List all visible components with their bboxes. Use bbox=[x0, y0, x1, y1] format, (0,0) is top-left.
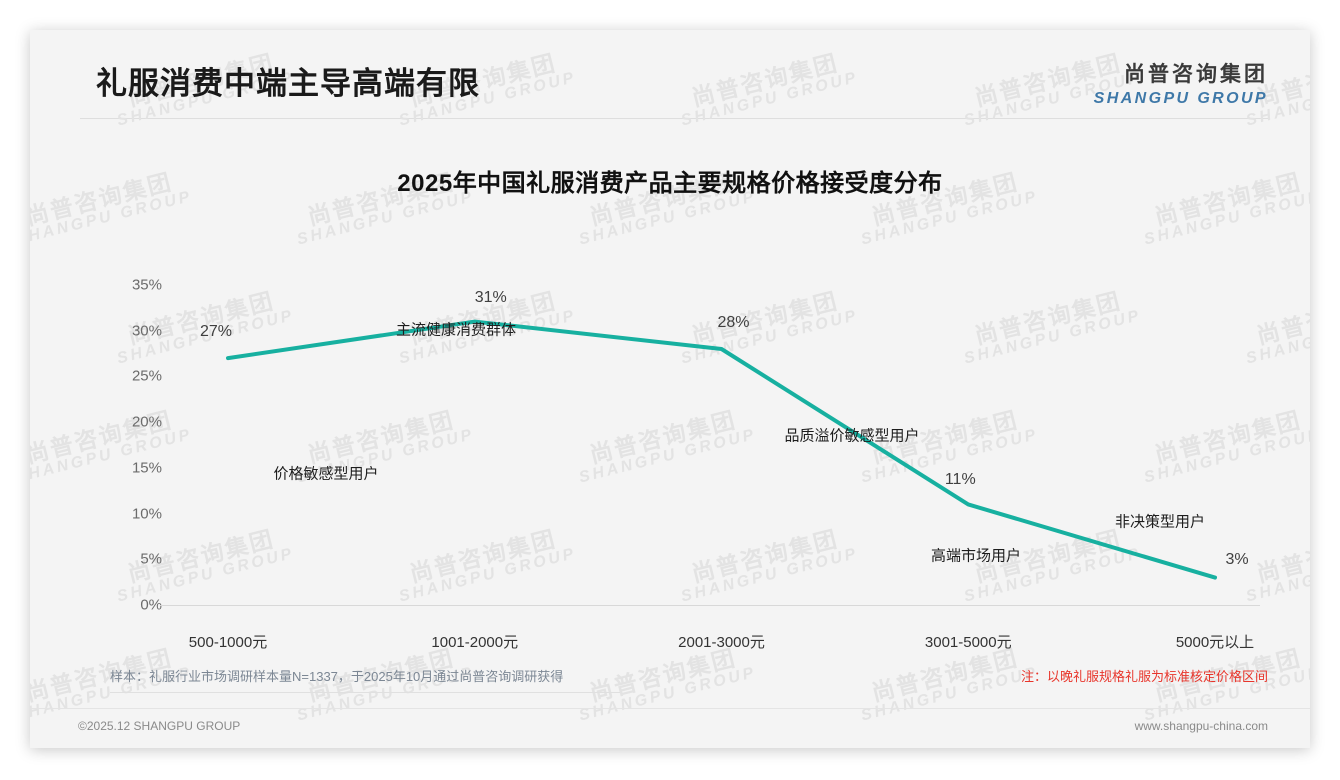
y-axis-tick: 5% bbox=[140, 550, 162, 568]
y-axis-tick: 10% bbox=[131, 505, 162, 523]
company-logo: 尚普咨询集团 SHANGPU GROUP bbox=[1094, 58, 1268, 108]
x-axis-tick: 3001-5000元 bbox=[924, 634, 1012, 651]
y-axis-tick: 30% bbox=[131, 322, 162, 340]
copyright-text: ©2025.12 SHANGPU GROUP bbox=[78, 719, 241, 733]
website-link[interactable]: www.shangpu-china.com bbox=[1134, 719, 1268, 733]
point-annotation: 品质溢价敏感型用户 bbox=[784, 427, 920, 445]
point-annotation: 高端市场用户 bbox=[930, 547, 1022, 565]
logo-english-text: SHANGPU GROUP bbox=[1093, 90, 1268, 107]
data-point-label: 3% bbox=[1225, 550, 1249, 568]
methodology-note: 注：以晚礼服规格礼服为标准核定价格区间 bbox=[1020, 669, 1268, 684]
slide-canvas: 尚普咨询集团 SHANGPU GROUP 尚普咨询集团 SHANGPU GROUP 尚普… bbox=[30, 30, 1310, 748]
data-point-label: 28% bbox=[717, 314, 750, 331]
data-point-label: 27% bbox=[199, 323, 233, 341]
sample-note: 样本：礼服行业市场调研样本量N=1337，于2025年10月通过尚普咨询调研获得 bbox=[110, 669, 564, 684]
line-series-path bbox=[226, 319, 1217, 580]
footnote-divider bbox=[110, 692, 620, 693]
y-axis-tick: 25% bbox=[131, 367, 162, 385]
x-axis-tick: 2001-3000元 bbox=[678, 634, 765, 651]
point-annotation: 非决策型用户 bbox=[1114, 513, 1206, 531]
point-annotation: 主流健康消费群体 bbox=[395, 321, 517, 339]
line-series-svg bbox=[226, 319, 1217, 580]
y-axis-tick: 0% bbox=[140, 596, 162, 614]
slide-footer: ©2025.12 SHANGPU GROUP www.shangpu-china… bbox=[30, 708, 1310, 748]
y-axis-tick: 35% bbox=[131, 276, 162, 294]
data-point-label: 11% bbox=[944, 471, 976, 489]
header-divider bbox=[80, 118, 1268, 119]
chart-plot-area: 0% 5% 10% 15% 20% 25% 30% 35% 27% 31% 28% 11% 3% 价格… bbox=[80, 230, 1270, 651]
slide-header: 礼服消费中端主导高端有限 尚普咨询集团 SHANGPU GROUP bbox=[30, 30, 1310, 118]
page-title: 礼服消费中端主导高端有限 bbox=[96, 66, 480, 101]
x-axis-tick: 5000元以上 bbox=[1175, 634, 1255, 651]
y-axis-tick: 20% bbox=[131, 413, 162, 431]
footnote-area: 样本：礼服行业市场调研样本量N=1337，于2025年10月通过尚普咨询调研获得… bbox=[30, 666, 1310, 696]
point-annotation: 价格敏感型用户 bbox=[273, 465, 379, 483]
x-axis-tick: 1001-2000元 bbox=[431, 634, 519, 651]
y-axis-tick: 15% bbox=[131, 459, 162, 477]
data-point-label: 31% bbox=[474, 288, 507, 306]
x-axis-line bbox=[160, 605, 1260, 606]
chart-title: 2025年中国礼服消费产品主要规格价格接受度分布 bbox=[397, 170, 943, 197]
logo-chinese-text: 尚普咨询集团 bbox=[1124, 63, 1268, 86]
x-axis-tick: 500-1000元 bbox=[188, 634, 268, 651]
